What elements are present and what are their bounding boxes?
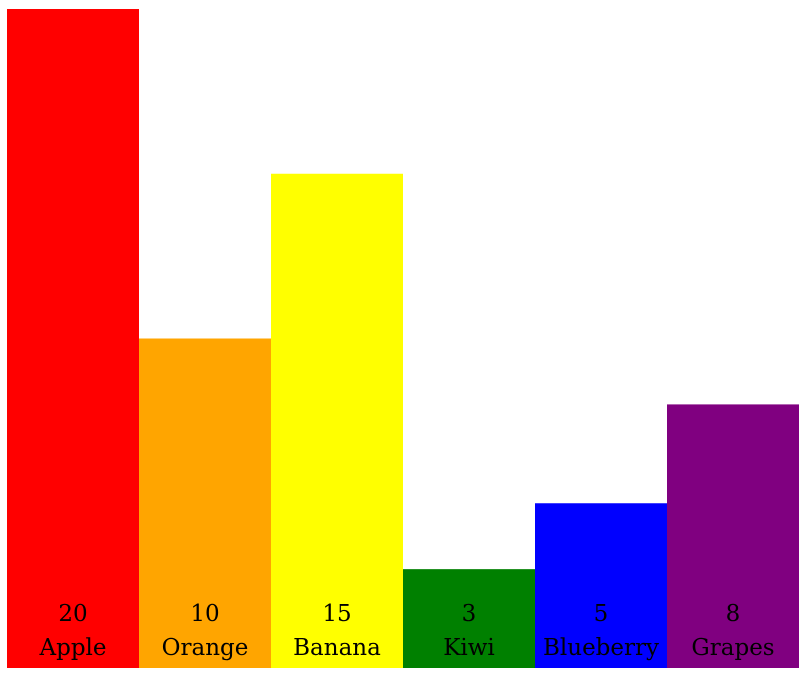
bar-banana [271,173,403,668]
value-label-apple: 20 [58,601,87,627]
category-label-orange: Orange [162,635,249,661]
category-label-grapes: Grapes [691,635,774,661]
bars-group [7,9,799,668]
value-label-banana: 15 [322,601,351,627]
category-label-apple: Apple [38,635,106,661]
bar-grapes [667,404,799,668]
value-label-grapes: 8 [726,601,741,627]
category-labels-group: Apple Orange Banana Kiwi Blueberry Grapes [38,635,774,661]
value-label-blueberry: 5 [594,601,609,627]
bar-orange [139,338,271,668]
bar-kiwi [403,569,535,668]
bar-apple [7,9,139,668]
value-labels-group: 20 10 15 3 5 8 [58,601,740,627]
value-label-orange: 10 [190,601,219,627]
value-label-kiwi: 3 [462,601,477,627]
category-label-blueberry: Blueberry [543,635,659,661]
category-label-kiwi: Kiwi [443,635,495,661]
category-label-banana: Banana [293,635,381,661]
bar-blueberry [535,503,667,668]
